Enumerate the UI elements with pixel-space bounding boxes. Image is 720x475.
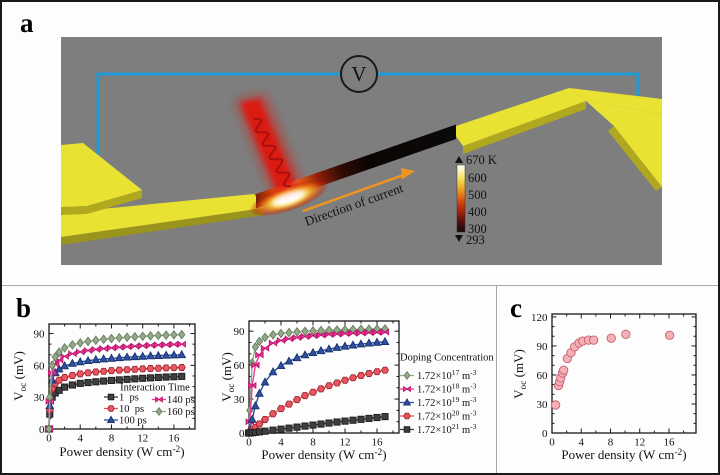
chart-interaction-time: 0 4 8 12 16 0 30 60 90 Power density (W cm-2) Voc … bbox=[11, 323, 196, 459]
svg-text:Voc (mV): Voc (mV) bbox=[11, 351, 29, 401]
svg-text:160 ps: 160 ps bbox=[167, 407, 195, 418]
svg-text:16: 16 bbox=[663, 437, 675, 449]
svg-text:0: 0 bbox=[542, 428, 548, 440]
right-electrode bbox=[450, 88, 662, 191]
colorbar-max-triangle-icon bbox=[455, 156, 463, 163]
left-electrode bbox=[61, 143, 264, 245]
colorbar-tick: 300 bbox=[468, 222, 487, 236]
colorbar-tick: 600 bbox=[468, 171, 487, 185]
laser-beam-icon bbox=[235, 94, 303, 195]
device-schematic: Direction of current V 670 K 600 500 400… bbox=[61, 37, 662, 265]
svg-text:90: 90 bbox=[34, 329, 46, 341]
svg-text:30: 30 bbox=[234, 394, 246, 406]
colorbar-tick: 670 K bbox=[466, 153, 497, 167]
panel-a-label: a bbox=[20, 8, 34, 38]
svg-text:Doping Concentration: Doping Concentration bbox=[400, 353, 494, 364]
svg-text:4: 4 bbox=[77, 433, 83, 445]
svg-text:10 ps: 10 ps bbox=[119, 404, 144, 415]
svg-text:Voc (mV): Voc (mV) bbox=[511, 349, 529, 399]
svg-text:Interaction Time: Interaction Time bbox=[120, 383, 190, 394]
temperature-colorbar: 670 K 600 500 400 300 293 bbox=[455, 153, 497, 247]
svg-text:1.72×1017 m-3: 1.72×1017 m-3 bbox=[417, 368, 477, 382]
svg-text:60: 60 bbox=[34, 360, 46, 372]
svg-text:Power density (W cm-2): Power density (W cm-2) bbox=[561, 447, 686, 462]
panel-c-label: c bbox=[510, 293, 522, 323]
svg-text:0: 0 bbox=[549, 437, 555, 449]
svg-text:4: 4 bbox=[578, 437, 584, 449]
svg-text:16: 16 bbox=[168, 433, 180, 445]
svg-text:1 ps: 1 ps bbox=[119, 393, 139, 404]
voltmeter-icon: V bbox=[340, 55, 378, 93]
svg-text:1.72×1021 m-3: 1.72×1021 m-3 bbox=[417, 422, 477, 436]
svg-text:Power density (W cm-2): Power density (W cm-2) bbox=[261, 447, 386, 462]
svg-text:12: 12 bbox=[137, 433, 148, 445]
svg-text:1.72×1018 m-3: 1.72×1018 m-3 bbox=[417, 382, 477, 396]
colorbar-min-triangle-icon bbox=[455, 235, 463, 242]
svg-text:8: 8 bbox=[310, 437, 316, 449]
svg-text:120: 120 bbox=[531, 312, 548, 324]
colorbar-tick: 293 bbox=[466, 233, 485, 247]
svg-text:100 ps: 100 ps bbox=[119, 416, 147, 427]
svg-text:0: 0 bbox=[39, 424, 45, 436]
svg-text:4: 4 bbox=[278, 437, 284, 449]
svg-text:Power density (W cm-2): Power density (W cm-2) bbox=[59, 444, 184, 459]
voltmeter-label: V bbox=[351, 62, 366, 86]
colorbar-tick: 500 bbox=[468, 188, 487, 202]
svg-text:Voc (mV): Voc (mV) bbox=[220, 352, 237, 402]
chart-doping-concentration: 0 4 8 12 16 0 30 60 90 Power density (W cm-2) Voc … bbox=[220, 320, 494, 462]
svg-text:30: 30 bbox=[34, 392, 46, 404]
chart-voc-scatter: 0 4 8 12 16 0 30 60 90 120 Power density (W cm-2) V… bbox=[511, 312, 697, 462]
svg-text:90: 90 bbox=[234, 326, 246, 338]
svg-text:30: 30 bbox=[537, 399, 549, 411]
svg-text:140 ps: 140 ps bbox=[167, 395, 195, 406]
colorbar-tick: 400 bbox=[468, 205, 487, 219]
svg-text:1.72×1019 m-3: 1.72×1019 m-3 bbox=[417, 395, 477, 409]
svg-text:8: 8 bbox=[608, 437, 614, 449]
svg-text:16: 16 bbox=[372, 437, 384, 449]
panel-b-label: b bbox=[16, 293, 32, 323]
laser-hotspot-core bbox=[272, 190, 306, 206]
svg-text:0: 0 bbox=[46, 433, 52, 445]
svg-text:12: 12 bbox=[634, 437, 645, 449]
svg-text:8: 8 bbox=[109, 433, 115, 445]
panel-divider-horizontal bbox=[2, 285, 718, 286]
svg-text:60: 60 bbox=[537, 370, 549, 382]
current-direction-arrow bbox=[302, 168, 415, 213]
svg-text:90: 90 bbox=[537, 341, 549, 353]
svg-text:12: 12 bbox=[340, 437, 351, 449]
svg-text:0: 0 bbox=[239, 428, 245, 440]
svg-text:0: 0 bbox=[246, 437, 252, 449]
svg-text:1.72×1020 m-3: 1.72×1020 m-3 bbox=[417, 409, 477, 423]
panel-divider-vertical bbox=[496, 286, 497, 473]
svg-text:60: 60 bbox=[234, 360, 246, 372]
